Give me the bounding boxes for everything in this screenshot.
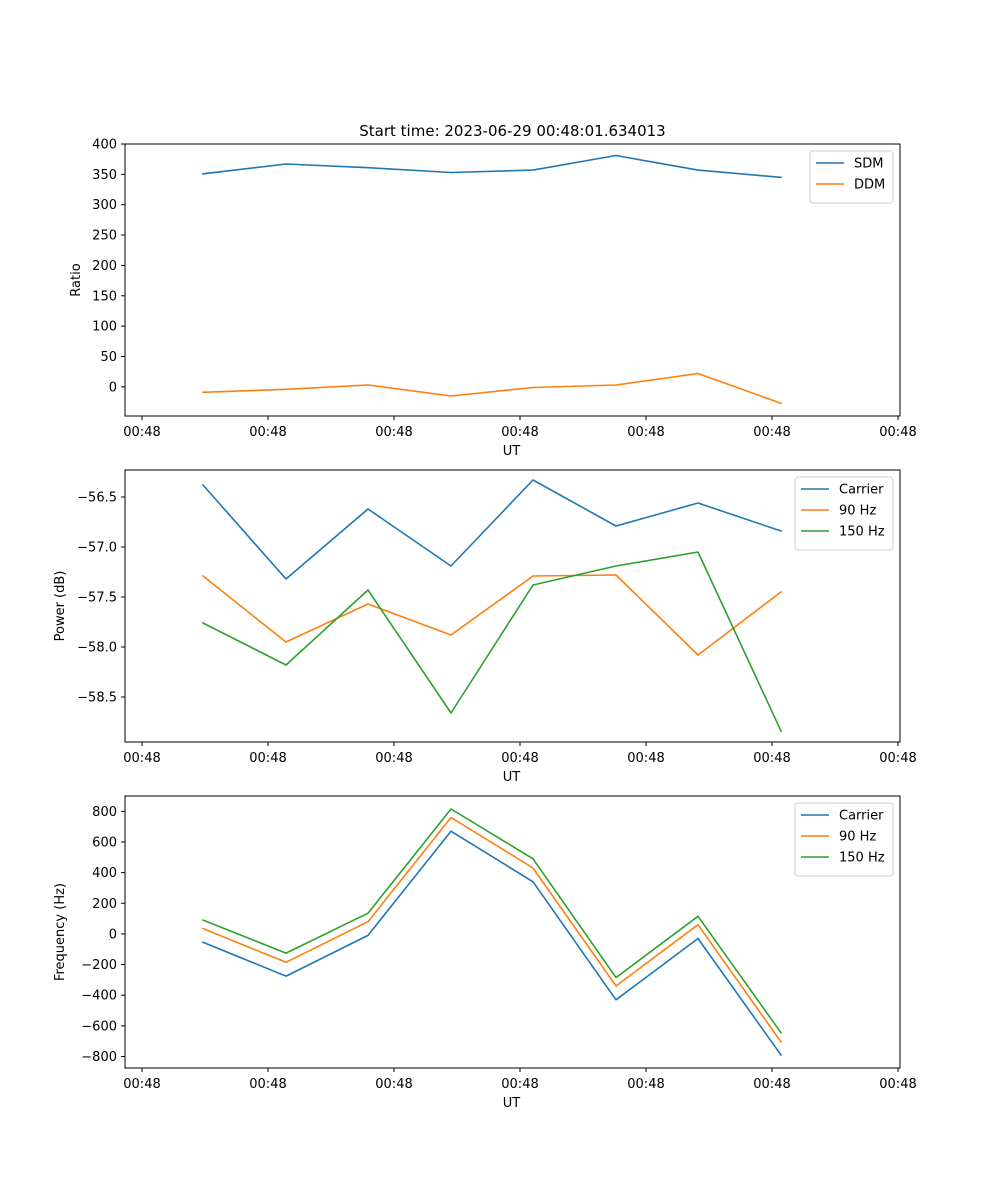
x-tick-label: 00:48 bbox=[753, 425, 790, 440]
x-tick-label: 00:48 bbox=[627, 751, 664, 766]
y-axis-label: Frequency (Hz) bbox=[53, 883, 68, 981]
x-tick-label: 00:48 bbox=[375, 751, 412, 766]
chart-panel-1: 0 50 100 150 200 250 300 350 400 00:48 00:48 00:48 0… bbox=[69, 122, 917, 459]
legend-label: 90 Hz bbox=[839, 504, 876, 519]
legend: Carrier 90 Hz 150 Hz bbox=[794, 476, 894, 551]
y-tick-label: −57.0 bbox=[77, 541, 117, 556]
x-axis-label: UT bbox=[503, 444, 521, 459]
x-axis-label: UT bbox=[503, 770, 521, 785]
series-line-sdm bbox=[202, 154, 782, 179]
legend: SDM DDM bbox=[809, 150, 894, 204]
chart-panel-2: −56.5 −57.0 −57.5 −58.0 −58.5 00:48 00:48 00:48… bbox=[53, 469, 917, 785]
x-tick-label: 00:48 bbox=[627, 425, 664, 440]
legend-label: Carrier bbox=[839, 809, 884, 824]
y-tick-label: −600 bbox=[81, 1019, 117, 1034]
series-line-90-hz bbox=[201, 816, 783, 1044]
x-tick-label: 00:48 bbox=[879, 425, 916, 440]
y-tick-label: 0 bbox=[109, 927, 117, 942]
x-tick-label: 00:48 bbox=[753, 751, 790, 766]
legend-box bbox=[809, 150, 894, 204]
series-line-ddm bbox=[202, 372, 783, 405]
y-tick-label: 0 bbox=[109, 380, 117, 395]
chart-title: Start time: 2023-06-29 00:48:01.634013 bbox=[359, 122, 665, 140]
y-tick-label: 150 bbox=[92, 289, 117, 304]
x-tick-label: 00:48 bbox=[375, 425, 412, 440]
x-tick-label: 00:48 bbox=[879, 751, 916, 766]
y-tick-label: −400 bbox=[81, 989, 117, 1004]
y-tick-label: 400 bbox=[92, 138, 117, 153]
y-axis-label: Power (dB) bbox=[53, 571, 68, 642]
series-line-carrier bbox=[201, 479, 783, 580]
y-tick-label: −56.5 bbox=[77, 491, 117, 506]
y-tick-label: 300 bbox=[92, 198, 117, 213]
legend-label: SDM bbox=[854, 157, 883, 172]
y-axis-label: Ratio bbox=[69, 263, 84, 296]
legend-label: 150 Hz bbox=[839, 851, 885, 866]
legend-label: Carrier bbox=[839, 483, 884, 498]
y-tick-label: −800 bbox=[81, 1050, 117, 1065]
x-tick-label: 00:48 bbox=[249, 1077, 286, 1092]
y-tick-label: 250 bbox=[92, 229, 117, 244]
x-tick-label: 00:48 bbox=[375, 1077, 412, 1092]
axes-frame bbox=[124, 143, 901, 417]
y-tick-label: −200 bbox=[81, 958, 117, 973]
x-tick-label: 00:48 bbox=[123, 425, 160, 440]
y-tick-label: 200 bbox=[92, 259, 117, 274]
x-tick-label: 00:48 bbox=[501, 1077, 538, 1092]
legend-label: 150 Hz bbox=[839, 525, 885, 540]
axes-frame bbox=[124, 469, 901, 743]
y-tick-label: 400 bbox=[92, 866, 117, 881]
y-tick-label: 350 bbox=[92, 168, 117, 183]
x-tick-label: 00:48 bbox=[501, 751, 538, 766]
legend-label: DDM bbox=[854, 178, 885, 193]
x-tick-label: 00:48 bbox=[249, 751, 286, 766]
x-tick-label: 00:48 bbox=[123, 1077, 160, 1092]
legend-label: 90 Hz bbox=[839, 830, 876, 845]
x-tick-label: 00:48 bbox=[879, 1077, 916, 1092]
series-line-carrier bbox=[201, 830, 783, 1057]
x-tick-label: 00:48 bbox=[249, 425, 286, 440]
series-line-150-hz bbox=[201, 808, 783, 1034]
y-tick-label: −58.0 bbox=[77, 641, 117, 656]
y-tick-label: 100 bbox=[92, 320, 117, 335]
y-tick-label: 50 bbox=[100, 350, 117, 365]
legend: Carrier 90 Hz 150 Hz bbox=[794, 802, 894, 877]
x-tick-label: 00:48 bbox=[627, 1077, 664, 1092]
y-tick-label: −58.5 bbox=[77, 691, 117, 706]
x-tick-label: 00:48 bbox=[753, 1077, 790, 1092]
x-tick-label: 00:48 bbox=[123, 751, 160, 766]
y-tick-label: 200 bbox=[92, 897, 117, 912]
axes-frame bbox=[124, 795, 901, 1069]
x-axis-label: UT bbox=[503, 1096, 521, 1111]
y-tick-label: 600 bbox=[92, 835, 117, 850]
series-line-150-hz bbox=[201, 551, 783, 733]
y-tick-label: −57.5 bbox=[77, 591, 117, 606]
y-tick-label: 800 bbox=[92, 805, 117, 820]
series-line-90-hz bbox=[201, 574, 783, 656]
x-tick-label: 00:48 bbox=[501, 425, 538, 440]
chart-panel-3: 800 600 400 200 0 −200 −400 −600 −800 00:48 00:48 0… bbox=[53, 795, 917, 1111]
